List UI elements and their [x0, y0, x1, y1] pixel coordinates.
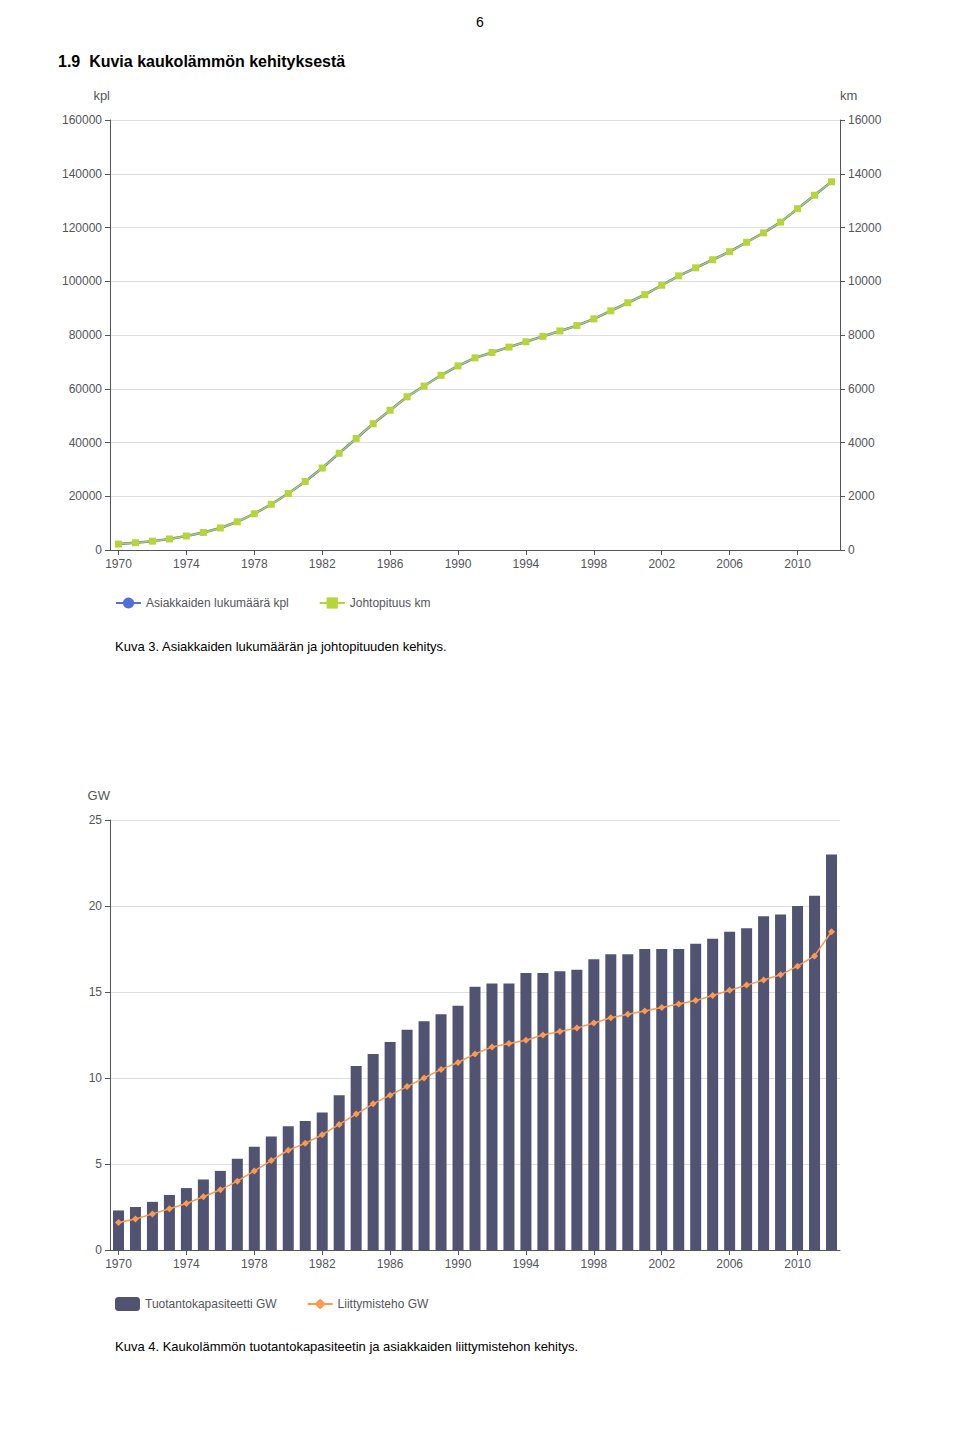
svg-text:16000: 16000: [848, 113, 882, 127]
svg-text:Liittymisteho GW: Liittymisteho GW: [338, 1297, 429, 1311]
svg-text:2010: 2010: [784, 557, 811, 571]
svg-text:1990: 1990: [445, 1257, 472, 1271]
svg-text:20: 20: [89, 899, 103, 913]
svg-text:14000: 14000: [848, 167, 882, 181]
svg-text:1974: 1974: [173, 557, 200, 571]
svg-text:Kuva 4. Kaukolämmön tuotantoka: Kuva 4. Kaukolämmön tuotantokapasiteetin…: [115, 1339, 578, 1354]
svg-text:20000: 20000: [69, 489, 103, 503]
svg-text:Johtopituus km: Johtopituus km: [350, 596, 431, 610]
svg-text:1978: 1978: [241, 1257, 268, 1271]
svg-text:0: 0: [95, 543, 102, 557]
svg-text:100000: 100000: [62, 274, 102, 288]
svg-text:Asiakkaiden lukumäärä kpl: Asiakkaiden lukumäärä kpl: [146, 596, 289, 610]
svg-text:2006: 2006: [716, 557, 743, 571]
svg-text:Tuotantokapasiteetti GW: Tuotantokapasiteetti GW: [145, 1297, 277, 1311]
svg-text:2000: 2000: [848, 489, 875, 503]
svg-text:1994: 1994: [513, 1257, 540, 1271]
svg-text:120000: 120000: [62, 221, 102, 235]
svg-text:160000: 160000: [62, 113, 102, 127]
svg-text:1974: 1974: [173, 1257, 200, 1271]
svg-text:0: 0: [95, 1243, 102, 1257]
svg-text:12000: 12000: [848, 221, 882, 235]
svg-text:1982: 1982: [309, 557, 336, 571]
svg-text:2002: 2002: [648, 1257, 675, 1271]
svg-text:10000: 10000: [848, 274, 882, 288]
svg-text:6: 6: [476, 14, 484, 30]
svg-text:Kuva 3. Asiakkaiden lukumäärän: Kuva 3. Asiakkaiden lukumäärän ja johtop…: [115, 639, 447, 654]
svg-text:2006: 2006: [716, 1257, 743, 1271]
svg-text:GW: GW: [88, 788, 111, 803]
svg-text:1998: 1998: [580, 557, 607, 571]
svg-text:15: 15: [89, 985, 103, 999]
svg-text:1982: 1982: [309, 1257, 336, 1271]
svg-text:2002: 2002: [648, 557, 675, 571]
svg-text:8000: 8000: [848, 328, 875, 342]
svg-text:5: 5: [95, 1157, 102, 1171]
svg-text:1994: 1994: [513, 557, 540, 571]
svg-text:kpl: kpl: [93, 88, 110, 103]
svg-text:4000: 4000: [848, 436, 875, 450]
svg-text:2010: 2010: [784, 1257, 811, 1271]
svg-text:1.9 Kuvia kaukolämmön kehityk: 1.9 Kuvia kaukolämmön kehityksestä: [58, 53, 345, 70]
svg-text:40000: 40000: [69, 436, 103, 450]
svg-text:25: 25: [89, 813, 103, 827]
svg-text:6000: 6000: [848, 382, 875, 396]
svg-text:0: 0: [848, 543, 855, 557]
svg-text:1986: 1986: [377, 1257, 404, 1271]
svg-text:km: km: [840, 88, 857, 103]
svg-text:1986: 1986: [377, 557, 404, 571]
svg-text:1978: 1978: [241, 557, 268, 571]
svg-text:1970: 1970: [105, 1257, 132, 1271]
svg-text:140000: 140000: [62, 167, 102, 181]
svg-text:1998: 1998: [580, 1257, 607, 1271]
svg-text:1990: 1990: [445, 557, 472, 571]
svg-text:60000: 60000: [69, 382, 103, 396]
svg-text:80000: 80000: [69, 328, 103, 342]
svg-text:10: 10: [89, 1071, 103, 1085]
svg-text:1970: 1970: [105, 557, 132, 571]
